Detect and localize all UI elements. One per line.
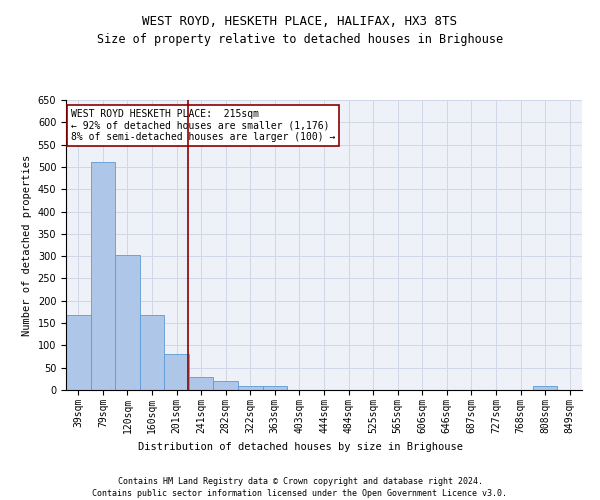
Bar (140, 315, 164, 390)
Bar (189, 376, 214, 390)
Text: Contains HM Land Registry data © Crown copyright and database right 2024.: Contains HM Land Registry data © Crown c… (118, 478, 482, 486)
Text: Contains public sector information licensed under the Open Government Licence v3: Contains public sector information licen… (92, 489, 508, 498)
Text: Distribution of detached houses by size in Brighouse: Distribution of detached houses by size … (137, 442, 463, 452)
Text: WEST ROYD, HESKETH PLACE, HALIFAX, HX3 8TS: WEST ROYD, HESKETH PLACE, HALIFAX, HX3 8… (143, 15, 458, 28)
Text: WEST ROYD HESKETH PLACE:  215sqm
← 92% of detached houses are smaller (1,176)
8%: WEST ROYD HESKETH PLACE: 215sqm ← 92% of… (71, 108, 335, 142)
Bar (238, 386, 263, 390)
Bar (115, 256, 140, 390)
Y-axis label: Number of detached properties: Number of detached properties (22, 154, 32, 336)
Bar (533, 386, 557, 390)
Bar (66, 315, 91, 390)
Text: Size of property relative to detached houses in Brighouse: Size of property relative to detached ho… (97, 32, 503, 46)
Bar (263, 386, 287, 390)
Bar (164, 354, 189, 390)
Bar (91, 162, 115, 390)
Bar (214, 381, 238, 390)
